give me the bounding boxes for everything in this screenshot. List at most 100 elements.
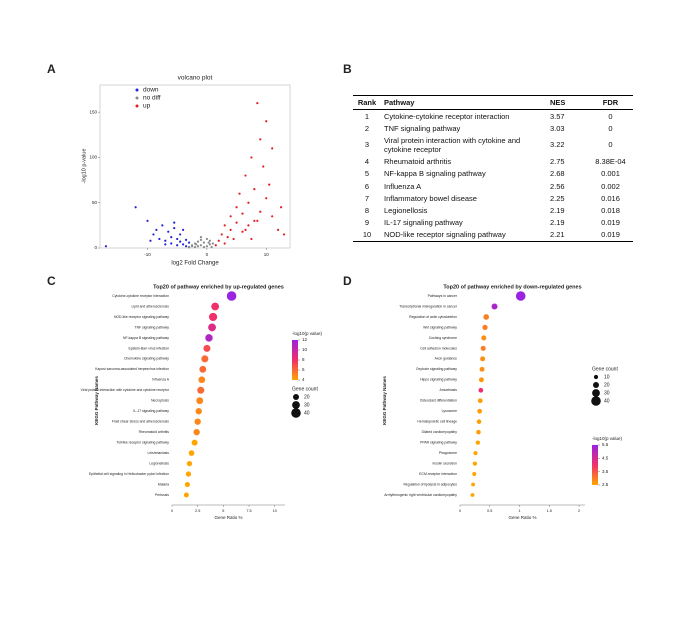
table-cell: 9 <box>364 218 370 228</box>
point <box>199 238 203 241</box>
table-cell: 2 <box>364 123 370 133</box>
x-tick-label: -10 <box>144 252 151 257</box>
x-tick-label: 0 <box>171 509 173 513</box>
volcano-title: volcano plot <box>178 75 213 82</box>
table-cell: 2.21 <box>547 228 588 242</box>
size-legend-label: 20 <box>604 382 610 388</box>
table-cell: NF-kappa B signaling pathway <box>384 169 486 179</box>
table-cell: Legionellosis <box>384 205 428 215</box>
x-tick-label: 5 <box>222 509 224 513</box>
legend-marker <box>135 104 139 108</box>
category-label: PPAR signaling pathway <box>420 441 457 445</box>
color-tick-label: 4.5 <box>602 456 609 461</box>
dot <box>481 335 487 341</box>
point <box>244 228 247 231</box>
table-cell: 0.019 <box>601 218 620 228</box>
x-tick-label: 7.5 <box>246 509 251 513</box>
category-label: Insulin secretion <box>432 461 457 465</box>
table-row: 3 Viral protein interaction with cytokine… <box>353 134 633 155</box>
point <box>214 244 217 247</box>
category-label: Arrhythmogenic right ventricular cardiom… <box>384 493 457 497</box>
panel-label: D <box>343 274 352 288</box>
category-label: Epithelial cell signaling in Helicobacte… <box>89 472 169 476</box>
dot <box>194 418 201 425</box>
point <box>208 243 211 246</box>
legend-label: no diff <box>143 95 161 102</box>
category-label: Wnt signaling pathway <box>423 325 457 329</box>
dot <box>472 472 477 477</box>
table-cell: 0 <box>608 111 613 121</box>
dot <box>203 344 211 352</box>
size-legend-dot <box>591 396 601 406</box>
dot <box>479 366 485 372</box>
dot <box>185 471 192 477</box>
point <box>217 239 220 242</box>
point <box>193 245 197 249</box>
point <box>265 120 268 123</box>
table-cell: 0.002 <box>601 181 620 191</box>
point <box>241 230 244 233</box>
point <box>229 215 232 218</box>
table-row: 1 Cytokine-cytokine receptor interaction 3… <box>353 110 633 123</box>
color-tick-label: 5.5 <box>602 442 609 447</box>
dot <box>188 450 195 456</box>
point <box>164 239 167 242</box>
category-label: TNF signaling pathway <box>135 325 170 329</box>
x-axis-label: log2 Fold Change <box>171 261 219 267</box>
category-label: Viral protein interaction with cytokine … <box>81 388 170 392</box>
table-cell: Viral protein interaction with cytokine … <box>384 135 521 154</box>
size-legend-dot <box>593 382 599 388</box>
point <box>149 239 152 242</box>
point <box>195 243 198 246</box>
x-tick-label: 0 <box>459 509 461 513</box>
point <box>207 241 210 244</box>
point <box>182 243 185 246</box>
point <box>164 243 167 246</box>
table-cell: Inflammatory bowel disease <box>384 193 477 203</box>
dot <box>198 376 206 384</box>
table-cell: 2.19 <box>550 205 565 215</box>
table-cell: 5 <box>364 169 370 179</box>
dot <box>478 377 484 383</box>
point <box>161 224 164 227</box>
table-cell: 3.57 <box>550 111 565 121</box>
color-tick-label: 8 <box>302 357 305 362</box>
point <box>262 165 265 168</box>
panel-label: A <box>47 62 56 76</box>
category-label: Lipid and atherosclerosis <box>131 304 169 308</box>
point <box>152 233 155 236</box>
point <box>182 228 185 231</box>
point <box>235 206 238 209</box>
dot <box>477 408 483 414</box>
dotplot-title: Top20 of pathway enriched by down-regula… <box>443 284 581 290</box>
x-tick-label: 0 <box>206 252 209 257</box>
size-legend-label: 30 <box>604 390 610 396</box>
point <box>244 174 247 177</box>
point <box>220 233 223 236</box>
table-cell: Rheumatoid arthritis <box>384 157 452 167</box>
dot <box>472 461 477 466</box>
point <box>247 201 250 204</box>
point <box>271 147 274 150</box>
table-row: 9 IL-17 signaling pathway 2.19 0.019 <box>353 217 633 229</box>
point <box>196 245 200 248</box>
dot <box>205 334 213 342</box>
point <box>265 197 268 200</box>
table-cell: 0 <box>608 140 613 150</box>
point <box>277 228 280 231</box>
table-row: 10 NOD-like receptor signaling pathway 2.2… <box>353 228 633 242</box>
point <box>205 237 208 241</box>
table-row: 8 Legionellosis 2.19 0.018 <box>353 204 633 216</box>
column-header: FDR <box>588 95 633 110</box>
point <box>176 237 179 241</box>
pathway-table: Rank Pathway NES FDR 1 Cytokine-cytokine rece… <box>353 95 633 242</box>
table-cell: 2.56 <box>550 181 565 191</box>
size-legend-dot <box>592 389 600 397</box>
category-label: Dilated cardiomyopathy <box>422 430 458 434</box>
point <box>158 237 161 241</box>
dot <box>196 397 204 405</box>
table-cell: 2.75 <box>550 157 565 167</box>
table-cell: 2.68 <box>550 169 565 179</box>
color-bar <box>292 340 298 380</box>
